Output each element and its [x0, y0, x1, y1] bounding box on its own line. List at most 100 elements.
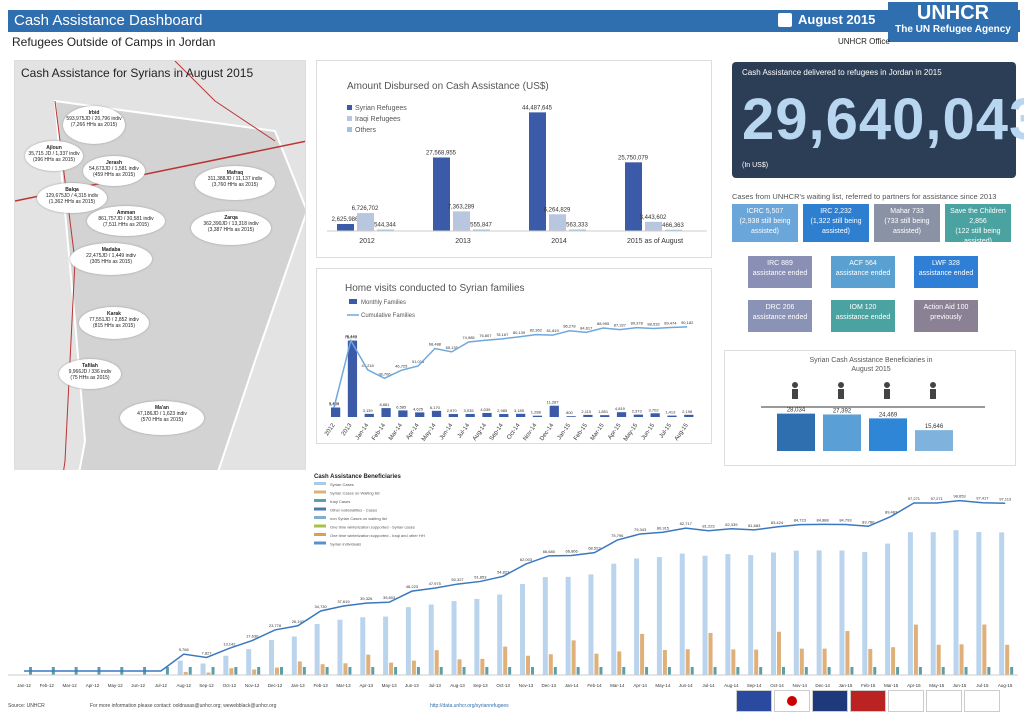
bar	[588, 574, 594, 675]
bar	[485, 667, 489, 675]
bar	[754, 649, 759, 675]
x-tick: Aug-14	[724, 683, 739, 688]
bar	[748, 555, 754, 675]
x-tick: Jul-13	[429, 683, 442, 688]
bar-label: 24,469	[879, 412, 898, 418]
bar	[542, 577, 548, 675]
contact-note: For more information please contact: ool…	[90, 703, 277, 709]
bar	[982, 624, 987, 675]
bar	[206, 672, 211, 675]
bar	[482, 412, 492, 417]
x-tick: Jun-15	[641, 422, 657, 441]
x-tick: Sep-12	[199, 683, 214, 688]
bar-label: 15,646	[925, 424, 944, 430]
legend-swatch	[349, 299, 357, 304]
person-icon	[930, 382, 936, 388]
bar	[465, 413, 475, 417]
line-label: 98,653	[953, 494, 966, 499]
individuals-line	[24, 499, 1006, 672]
x-tick: Feb-15	[573, 422, 589, 442]
calendar-icon	[778, 13, 792, 27]
bar	[868, 648, 873, 675]
bar	[451, 601, 457, 675]
x-tick: Jan-14	[565, 683, 579, 688]
bar	[685, 649, 690, 675]
bar-label: 76,449	[345, 335, 358, 340]
line-label: 74,985	[462, 335, 475, 340]
x-tick: Apr-12	[86, 683, 100, 688]
report-date: August 2015	[798, 12, 876, 27]
bar-label: 6,264,829	[544, 207, 571, 213]
x-tick: Aug-12	[176, 683, 191, 688]
bar	[331, 407, 341, 417]
bar	[667, 415, 677, 417]
person-icon-body	[792, 389, 798, 399]
bar-label: 544,344	[374, 223, 396, 229]
partner-box: Save the Children 2,856 (122 still being …	[945, 204, 1011, 245]
bar	[731, 649, 736, 675]
bar	[275, 667, 279, 675]
line-label: 79,343	[634, 527, 647, 532]
benef-title: Syrian Cash Assistance Beneficiaries in	[809, 357, 933, 364]
line-label: 83,780	[862, 519, 875, 524]
bar	[869, 418, 907, 451]
x-tick: Oct-12	[223, 683, 237, 688]
bar	[457, 659, 462, 675]
x-tick: Jun-15	[953, 683, 967, 688]
bar-label: 3,702	[649, 407, 660, 412]
line-label: 75,796	[611, 533, 624, 538]
line-label: 81,819	[547, 328, 560, 333]
legend-label: Cumulative Families	[361, 313, 415, 319]
line-label: 97,271	[908, 496, 921, 501]
bar	[516, 413, 526, 417]
bar	[976, 531, 982, 675]
x-tick: May-13	[382, 683, 398, 688]
x-tick: Oct-13	[496, 683, 510, 688]
bar	[529, 112, 546, 231]
legend-label: Syrian Refugees	[355, 105, 407, 112]
bar	[684, 414, 694, 417]
line-label: 84,617	[580, 325, 593, 330]
bar	[389, 662, 394, 675]
bar	[959, 644, 964, 675]
line-label: 80,315	[657, 525, 670, 530]
person-icon	[838, 382, 844, 388]
cumulative-line	[333, 326, 688, 408]
person-icon-body	[838, 389, 844, 399]
x-tick: Aug-13	[450, 683, 465, 688]
data-link[interactable]: http://data.unhcr.org/syrianrefugees	[430, 703, 509, 709]
line-label: 83,424	[771, 520, 784, 525]
legend-swatch	[314, 499, 326, 502]
bar	[229, 668, 234, 675]
bar-label: 25,750,079	[618, 155, 649, 161]
bar	[548, 654, 553, 675]
bar	[885, 543, 891, 675]
bar	[616, 412, 627, 417]
bar	[645, 221, 662, 231]
bar	[633, 414, 643, 417]
line-label: 78,167	[496, 332, 509, 337]
bar	[188, 667, 192, 675]
x-tick: 2013	[455, 238, 471, 245]
header-bar: Cash Assistance Dashboard August 2015	[8, 10, 1020, 32]
x-tick: Dec-13	[542, 683, 557, 688]
x-tick: Jan-15	[839, 683, 853, 688]
line-label: 82,362	[530, 328, 543, 333]
bar	[416, 667, 420, 675]
bar	[862, 551, 868, 675]
bar	[405, 607, 411, 675]
bar	[325, 667, 329, 675]
beneficiaries-timeline-panel: Cash Assistance Beneficiaries Syrian Cas…	[8, 470, 1020, 690]
bar	[566, 416, 576, 417]
line-label: 84,723	[794, 518, 807, 523]
x-tick: Jan-13	[291, 683, 305, 688]
bar	[371, 667, 375, 675]
bar	[599, 667, 603, 675]
bar	[964, 667, 968, 675]
bar	[553, 667, 557, 675]
bar	[433, 157, 450, 231]
bar	[320, 664, 325, 675]
benef-title-2: August 2015	[851, 366, 891, 373]
source-note: Source: UNHCR	[8, 703, 45, 709]
bar-label: 2,115	[581, 409, 591, 414]
